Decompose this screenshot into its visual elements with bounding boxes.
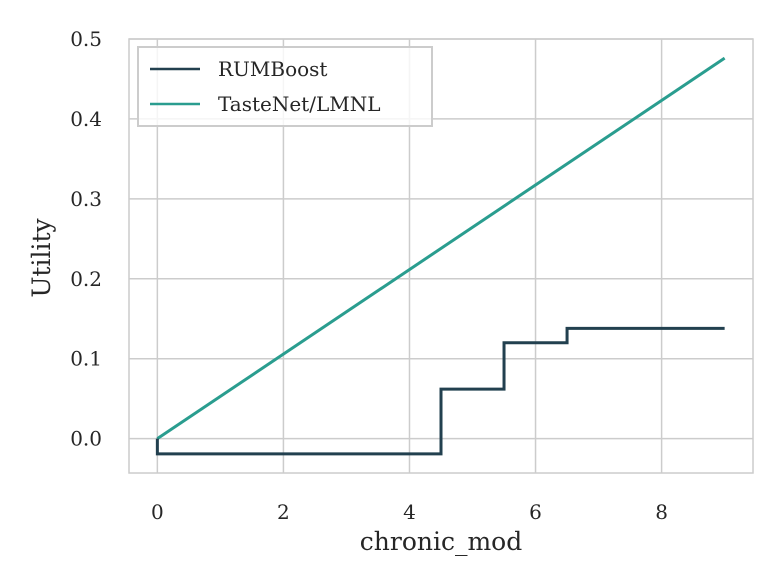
y-tick-label: 0.2 [70, 267, 102, 291]
x-tick-label: 8 [655, 500, 668, 524]
legend-box [137, 46, 433, 127]
x-tick-label: 0 [151, 500, 164, 524]
y-tick-label: 0.4 [70, 107, 102, 131]
series-line-rumboost [155, 326, 725, 456]
x-tick-label: 2 [277, 500, 290, 524]
series-lines [155, 56, 726, 456]
legend: RUMBoost TasteNet/LMNL [137, 46, 433, 127]
legend-label-tastenet-lmnl: TasteNet/LMNL [218, 92, 381, 116]
series-line-tastenet-lmnl [156, 56, 726, 440]
legend-label-rumboost: RUMBoost [218, 57, 327, 81]
y-tick-label: 0.0 [70, 427, 102, 451]
plot-area-frame [128, 38, 754, 474]
tick-labels: 0 2 4 6 8 0.0 0.1 0.2 0.3 0.4 0.5 [70, 27, 668, 524]
x-tick-label: 4 [403, 500, 416, 524]
x-tick-label: 6 [529, 500, 542, 524]
x-axis-label: chronic_mod [360, 527, 522, 556]
y-axis-label: Utility [27, 217, 56, 297]
y-tick-label: 0.3 [70, 187, 102, 211]
y-tick-label: 0.1 [70, 347, 102, 371]
y-tick-label: 0.5 [70, 27, 102, 51]
